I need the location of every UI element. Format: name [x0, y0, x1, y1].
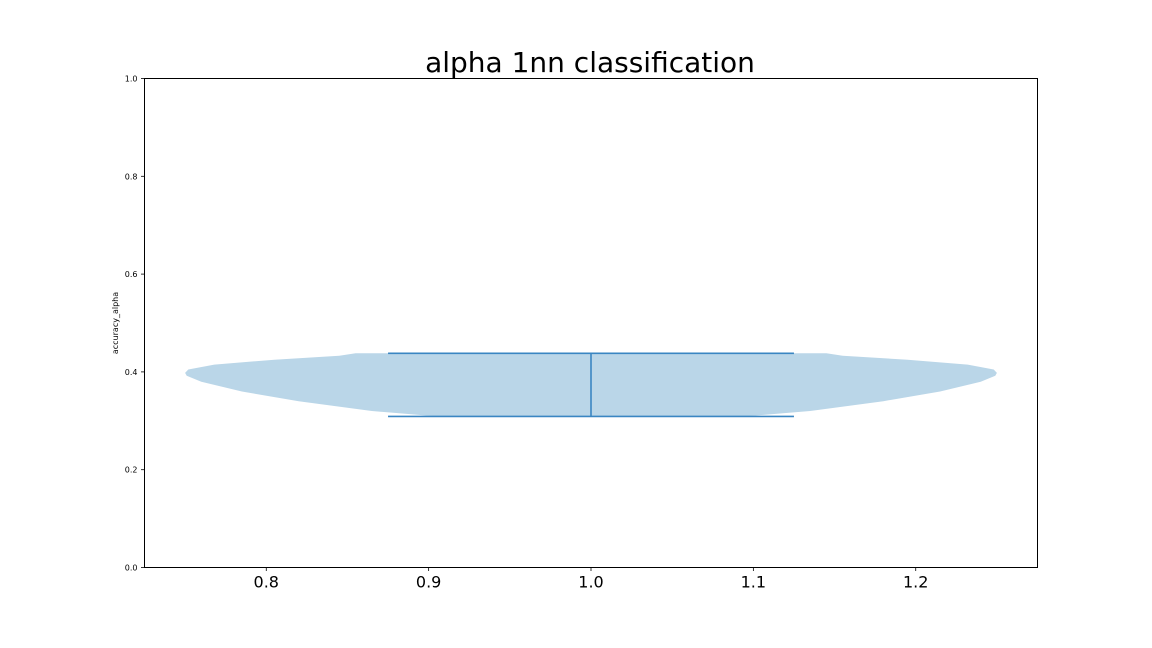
- x-tick-label: 0.9: [416, 573, 441, 592]
- y-tick-label: 0.6: [125, 270, 138, 279]
- y-tick-label: 0.8: [125, 172, 138, 181]
- plot-area: [185, 352, 997, 418]
- y-tick-label: 0.2: [125, 466, 138, 475]
- y-tick-label: 1.0: [125, 75, 138, 84]
- y-tick-label: 0.0: [125, 564, 138, 573]
- x-tick-label: 1.0: [578, 573, 603, 592]
- x-tick-label: 1.1: [741, 573, 766, 592]
- chart-title: alpha 1nn classification: [425, 46, 755, 79]
- y-axis-label: accuracy_alpha: [111, 292, 120, 354]
- axes-frame: [144, 78, 1038, 568]
- x-tick-label: 1.2: [903, 573, 928, 592]
- y-axis: 0.0 0.2 0.4 0.6 0.8 1.0: [125, 75, 145, 573]
- x-axis: 0.8 0.9 1.0 1.1 1.2: [254, 567, 928, 592]
- x-tick-label: 0.8: [254, 573, 279, 592]
- y-tick-label: 0.4: [125, 368, 138, 377]
